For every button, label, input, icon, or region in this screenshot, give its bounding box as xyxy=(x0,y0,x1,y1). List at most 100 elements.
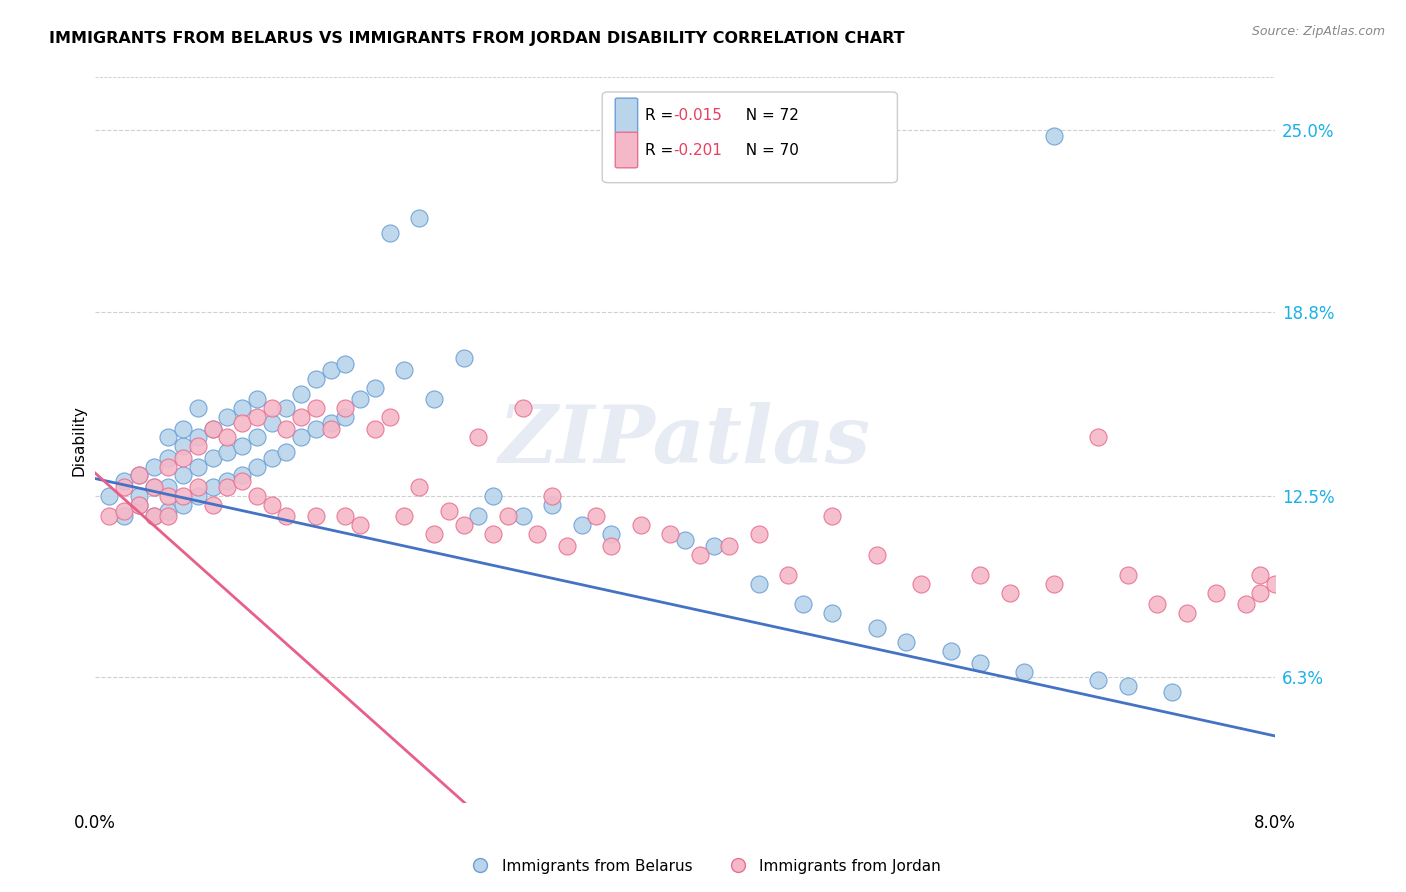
Point xyxy=(276,445,298,459)
Point xyxy=(378,409,401,424)
Legend: Immigrants from Belarus, Immigrants from Jordan: Immigrants from Belarus, Immigrants from… xyxy=(458,853,948,880)
Point xyxy=(1146,597,1168,611)
Point xyxy=(172,450,194,465)
Point xyxy=(157,480,180,494)
Point xyxy=(821,509,844,524)
Point xyxy=(112,509,135,524)
Point xyxy=(378,226,401,240)
Point xyxy=(335,357,357,371)
Point xyxy=(128,498,150,512)
Point xyxy=(112,475,135,489)
Point xyxy=(423,527,446,541)
Point xyxy=(821,606,844,620)
Point xyxy=(187,430,209,444)
Point xyxy=(792,597,814,611)
Point xyxy=(778,568,800,582)
Point xyxy=(748,527,770,541)
Point xyxy=(187,459,209,474)
Point xyxy=(172,489,194,503)
Point xyxy=(231,439,253,453)
Point xyxy=(1087,673,1109,688)
FancyBboxPatch shape xyxy=(616,132,638,168)
Point xyxy=(689,548,711,562)
Point xyxy=(555,539,578,553)
Text: N = 70: N = 70 xyxy=(735,143,799,158)
Point xyxy=(112,480,135,494)
Point xyxy=(1116,568,1139,582)
Point xyxy=(1160,685,1182,699)
Point xyxy=(718,539,741,553)
Point xyxy=(187,401,209,416)
Point xyxy=(467,509,489,524)
Point xyxy=(217,409,239,424)
Point xyxy=(290,430,312,444)
Point xyxy=(1249,568,1271,582)
Point xyxy=(260,416,283,430)
Point xyxy=(290,409,312,424)
Point xyxy=(1234,597,1257,611)
Point xyxy=(866,548,889,562)
Text: -0.201: -0.201 xyxy=(673,143,721,158)
Point xyxy=(276,401,298,416)
Point xyxy=(748,576,770,591)
Point xyxy=(246,430,269,444)
Point xyxy=(939,644,962,658)
Text: R =: R = xyxy=(645,109,678,123)
Point xyxy=(453,518,475,533)
Point xyxy=(172,498,194,512)
Point xyxy=(866,621,889,635)
Point xyxy=(231,475,253,489)
Point xyxy=(246,409,269,424)
Point xyxy=(112,503,135,517)
Point xyxy=(157,450,180,465)
Point xyxy=(217,445,239,459)
Point xyxy=(276,422,298,436)
Point xyxy=(423,392,446,407)
Point xyxy=(526,527,548,541)
Point xyxy=(142,480,165,494)
Point xyxy=(349,518,371,533)
Text: IMMIGRANTS FROM BELARUS VS IMMIGRANTS FROM JORDAN DISABILITY CORRELATION CHART: IMMIGRANTS FROM BELARUS VS IMMIGRANTS FR… xyxy=(49,31,905,46)
Point xyxy=(201,498,224,512)
Point xyxy=(128,468,150,483)
Point xyxy=(349,392,371,407)
Point xyxy=(335,401,357,416)
Point xyxy=(246,392,269,407)
Text: Source: ZipAtlas.com: Source: ZipAtlas.com xyxy=(1251,25,1385,38)
Point xyxy=(217,480,239,494)
Point xyxy=(260,401,283,416)
Point xyxy=(187,439,209,453)
Point xyxy=(305,372,328,386)
Point xyxy=(217,475,239,489)
Point xyxy=(630,518,652,533)
Point xyxy=(394,509,416,524)
Point xyxy=(201,480,224,494)
Point xyxy=(157,489,180,503)
Point xyxy=(998,585,1021,599)
Point xyxy=(142,509,165,524)
Point xyxy=(290,386,312,401)
Point xyxy=(703,539,725,553)
Point xyxy=(201,422,224,436)
Point xyxy=(512,401,534,416)
Point xyxy=(128,468,150,483)
Point xyxy=(1175,606,1198,620)
Point xyxy=(260,450,283,465)
FancyBboxPatch shape xyxy=(602,92,897,183)
Point xyxy=(364,381,387,395)
Point xyxy=(408,211,430,225)
Point xyxy=(571,518,593,533)
Point xyxy=(142,459,165,474)
Point xyxy=(187,480,209,494)
Y-axis label: Disability: Disability xyxy=(72,405,86,475)
Point xyxy=(201,450,224,465)
Point xyxy=(157,459,180,474)
Point xyxy=(541,498,564,512)
Point xyxy=(1043,576,1066,591)
Point xyxy=(659,527,682,541)
Text: R =: R = xyxy=(645,143,678,158)
Point xyxy=(187,489,209,503)
Point xyxy=(157,503,180,517)
Point xyxy=(276,509,298,524)
Point xyxy=(335,409,357,424)
